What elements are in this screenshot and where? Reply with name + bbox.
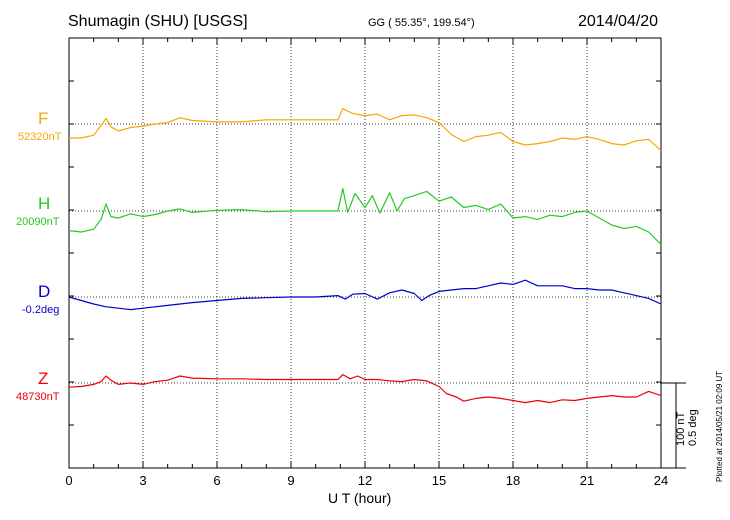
series-line-h <box>68 188 662 246</box>
x-tick-label-24: 24 <box>654 473 668 488</box>
baseline-z: 48730nT <box>16 391 60 403</box>
baseline-h: 20090nT <box>16 216 60 228</box>
x-tick-label-3: 3 <box>139 473 146 488</box>
x-tick-label-0: 0 <box>65 473 72 488</box>
plot-frame <box>68 37 662 469</box>
baseline-f: 52320nT <box>18 131 62 143</box>
label-h: H <box>38 194 51 213</box>
series-line-z <box>68 374 662 404</box>
station-coordinates: GG ( 55.35°, 199.54°) <box>368 17 475 29</box>
x-tick-label-12: 12 <box>358 473 372 488</box>
x-tick-label-15: 15 <box>432 473 446 488</box>
x-tick-label-6: 6 <box>213 473 220 488</box>
x-axis-label: U T (hour) <box>328 490 392 506</box>
label-d: D <box>38 282 51 301</box>
x-tick-label-21: 21 <box>580 473 594 488</box>
chart-title: Shumagin (SHU) [USGS] <box>68 13 248 30</box>
chart-date: 2014/04/20 <box>578 13 659 30</box>
x-tick-label-9: 9 <box>287 473 294 488</box>
label-z: Z <box>38 369 49 388</box>
x-tick-label-18: 18 <box>506 473 520 488</box>
label-f: F <box>38 109 49 128</box>
series-line-f <box>69 107 662 152</box>
baseline-d: -0.2deg <box>22 304 60 316</box>
series-line-d <box>68 279 662 311</box>
